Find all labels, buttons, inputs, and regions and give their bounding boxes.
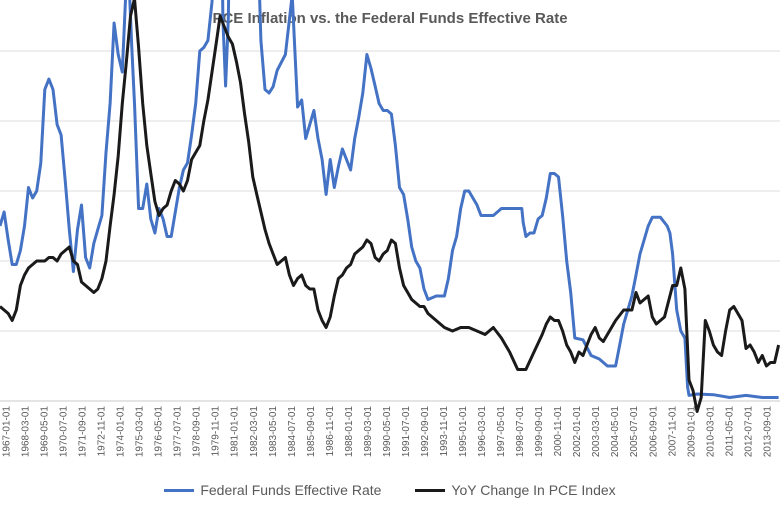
- x-tick-label: 1990-05-01: [382, 406, 393, 458]
- x-tick-label: 1971-09-01: [78, 406, 89, 458]
- legend-swatch-fed-funds: [164, 488, 195, 492]
- x-tick-label: 1979-11-01: [211, 406, 222, 457]
- x-tick-label: 2007-11-01: [667, 406, 678, 457]
- x-tick-label: 2009-01-01: [686, 406, 697, 458]
- x-tick-label: 2003-03-01: [591, 406, 602, 458]
- x-tick-label: 1986-11-01: [325, 406, 336, 457]
- x-tick-label: 2013-09-01: [762, 406, 773, 458]
- x-tick-label: 1998-07-01: [515, 406, 526, 458]
- x-tick-label: 1992-09-01: [420, 406, 431, 458]
- legend-swatch-pce: [415, 488, 446, 492]
- x-tick-label: 1989-03-01: [363, 406, 374, 458]
- x-tick-label: 1995-01-01: [458, 406, 469, 458]
- x-tick-label: 1978-09-01: [192, 406, 203, 458]
- x-tick-label: 1969-05-01: [40, 406, 51, 458]
- x-tick-label: 1988-01-01: [344, 406, 355, 458]
- x-tick-label: 1976-05-01: [154, 406, 165, 458]
- x-tick-label: 2006-09-01: [648, 406, 659, 458]
- x-tick-label: 2005-07-01: [629, 406, 640, 458]
- series-line-pce: [0, 0, 780, 413]
- legend: Federal Funds Effective Rate YoY Change …: [0, 482, 780, 498]
- x-tick-label: 1981-01-01: [230, 406, 241, 458]
- x-tick-label: 2002-01-01: [572, 406, 583, 458]
- legend-label-fed-funds: Federal Funds Effective Rate: [200, 482, 382, 498]
- legend-item-fed-funds: Federal Funds Effective Rate: [164, 482, 381, 498]
- x-axis-tick-labels: 1967-01-01 1968-03-01 1969-05-01 1970-07-01…: [1, 406, 773, 458]
- x-tick-label: 2010-03-01: [705, 406, 716, 458]
- x-tick-label: 1974-01-01: [116, 406, 127, 458]
- x-tick-label: 1968-03-01: [21, 406, 32, 458]
- x-tick-label: 1991-07-01: [401, 406, 412, 458]
- legend-item-pce: YoY Change In PCE Index: [415, 482, 616, 498]
- x-tick-label: 2004-05-01: [610, 406, 621, 458]
- x-tick-label: 2011-05-01: [724, 406, 735, 457]
- x-tick-label: 1982-03-01: [249, 406, 260, 458]
- x-tick-label: 1997-05-01: [496, 406, 507, 458]
- series-line-fed-funds: [0, 0, 779, 399]
- x-tick-label: 2000-11-01: [553, 406, 564, 457]
- x-tick-label: 1993-11-01: [439, 406, 450, 457]
- x-tick-label: 1983-05-01: [268, 406, 279, 458]
- x-tick-label: 1972-11-01: [97, 406, 108, 457]
- x-tick-label: 1984-07-01: [287, 406, 298, 458]
- x-tick-label: 1996-03-01: [477, 406, 488, 458]
- x-tick-label: 1977-07-01: [173, 406, 184, 458]
- series-lines: [0, 0, 780, 413]
- x-tick-label: 2012-07-01: [743, 406, 754, 458]
- x-tick-label: 1970-07-01: [59, 406, 70, 458]
- gridlines: [0, 50, 780, 402]
- x-tick-label: 1999-09-01: [534, 406, 545, 458]
- chart-title: PCE Inflation vs. the Federal Funds Effe…: [212, 10, 568, 27]
- x-tick-label: 1967-01-01: [1, 406, 12, 458]
- x-tick-label: 1985-09-01: [306, 406, 317, 458]
- legend-label-pce: YoY Change In PCE Index: [451, 482, 616, 498]
- x-tick-label: 1975-03-01: [135, 406, 146, 458]
